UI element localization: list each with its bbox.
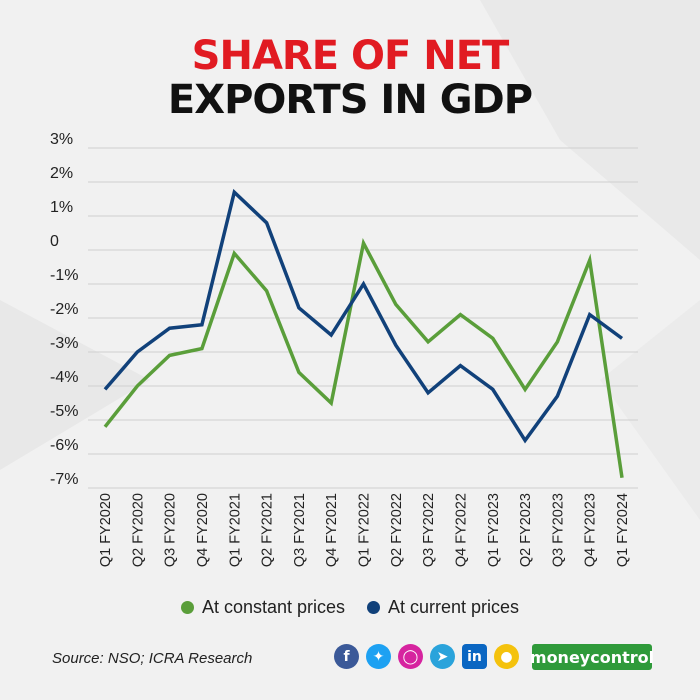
y-tick-label: -5% (50, 403, 78, 420)
y-tick-label: -1% (50, 267, 78, 284)
x-tick-label: Q4 FY2022 (453, 493, 469, 567)
line-chart: 3% 2% 1% 0 -1% -2% -3% -4% -5% -6% -7% Q1 FY2020 Q2… (50, 131, 638, 567)
gridlines (88, 147, 638, 489)
x-tick-label: Q2 FY2023 (518, 493, 534, 567)
series-line-at-constant-prices (103, 238, 624, 479)
koo-icon[interactable]: ● (494, 644, 519, 669)
x-tick-label: Q2 FY2021 (260, 493, 276, 567)
x-tick-label: Q2 FY2020 (130, 493, 146, 567)
x-tick-label: Q3 FY2022 (421, 493, 437, 567)
y-tick-label: 0 (50, 233, 59, 250)
series-lines (103, 188, 624, 479)
twitter-icon[interactable]: ✦ (366, 644, 391, 669)
x-tick-label: Q3 FY2021 (292, 493, 308, 567)
y-tick-label: -6% (50, 437, 78, 454)
x-tick-label: Q1 FY2021 (227, 493, 243, 567)
moneycontrol-logo[interactable]: moneycontrol (530, 644, 654, 670)
y-tick-label: -2% (50, 301, 78, 318)
x-tick-label: Q2 FY2022 (389, 493, 405, 567)
legend-label-constant: At constant prices (201, 597, 346, 617)
y-axis-ticks: 3% 2% 1% 0 -1% -2% -3% -4% -5% -6% -7% (50, 131, 78, 488)
legend-item-current: At current prices (367, 597, 519, 618)
instagram-icon[interactable]: ◯ (398, 644, 423, 669)
x-tick-label: Q1 FY2024 (615, 493, 631, 567)
legend-dot-constant (180, 601, 194, 614)
telegram-icon[interactable]: ➤ (430, 644, 455, 669)
x-tick-label: Q1 FY2020 (98, 493, 114, 567)
x-tick-label: Q4 FY2023 (583, 493, 599, 567)
x-tick-label: Q4 FY2020 (195, 493, 211, 567)
x-tick-label: Q1 FY2022 (357, 493, 373, 567)
legend: At constant prices At current prices (0, 597, 700, 618)
linkedin-icon[interactable]: in (462, 644, 487, 669)
series-line-at-current-prices (103, 188, 624, 444)
source-note: Source: NSO; ICRA Research (52, 650, 253, 667)
chart-title-line1: SHARE OF NET (191, 33, 510, 79)
legend-label-current: At current prices (388, 597, 520, 617)
y-tick-label: -7% (50, 471, 78, 488)
x-tick-label: Q4 FY2021 (324, 493, 340, 567)
y-tick-label: 1% (50, 199, 73, 216)
x-tick-label: Q1 FY2023 (486, 493, 502, 567)
y-tick-label: 3% (50, 131, 73, 148)
x-tick-label: Q3 FY2023 (550, 493, 566, 567)
x-axis-ticks: Q1 FY2020 Q2 FY2020 Q3 FY2020 Q4 FY2020 Q1 F… (98, 493, 631, 567)
y-tick-label: 2% (50, 165, 73, 182)
y-tick-label: -3% (50, 335, 78, 352)
legend-dot-current (367, 601, 381, 614)
social-icons: f ✦ ◯ ➤ in ● (334, 644, 519, 669)
x-tick-label: Q3 FY2020 (163, 493, 179, 567)
legend-item-constant: At constant prices (180, 597, 346, 618)
facebook-icon[interactable]: f (334, 644, 359, 669)
chart-title-line2: EXPORTS IN GDP (167, 77, 533, 123)
y-tick-label: -4% (50, 369, 78, 386)
